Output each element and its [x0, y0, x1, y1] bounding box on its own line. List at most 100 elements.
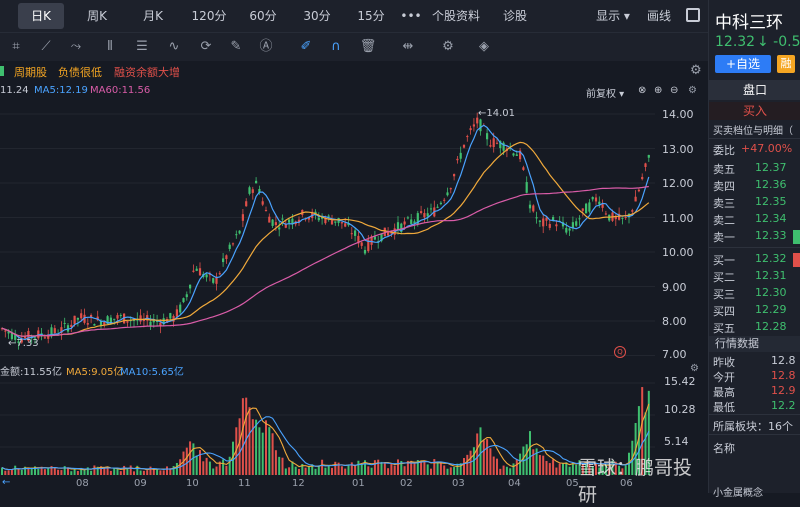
volume-bar [182, 451, 185, 475]
candle-body [542, 218, 545, 227]
tab-week-k[interactable]: 周K [87, 9, 107, 23]
tab-30min[interactable]: 30分 [303, 9, 331, 23]
fullscreen-icon[interactable] [686, 8, 700, 22]
tab-day-k[interactable]: 日K [18, 3, 64, 29]
volume-bar [156, 469, 159, 475]
month-tick: 05 [566, 478, 579, 489]
volume-bar [519, 453, 522, 475]
candle-body [208, 274, 211, 276]
candle-body [268, 216, 271, 223]
kline-svg [0, 112, 655, 356]
tab-120min[interactable]: 120分 [191, 9, 227, 23]
buy-button[interactable]: 买入 [709, 102, 800, 120]
chart-settings-icon[interactable]: ⚙ [688, 85, 697, 96]
crop-icon[interactable]: ⌗ [12, 39, 20, 54]
candle-body [43, 337, 46, 339]
tab-order-book[interactable]: 盘口 [709, 80, 800, 100]
candle-body [502, 142, 505, 151]
add-watchlist-button[interactable]: +自选 [715, 55, 771, 73]
candle-body [453, 174, 456, 177]
volume-bar [90, 470, 93, 475]
candle-body [192, 270, 195, 272]
adjust-dropdown[interactable]: 前复权 ▾ [586, 89, 625, 100]
candle-body [604, 213, 607, 215]
volume-bar [258, 427, 261, 475]
candle-body [109, 317, 112, 325]
tag-cyclical[interactable]: 周期股 [14, 66, 47, 79]
refresh-icon[interactable]: ⟳ [200, 39, 212, 54]
candle-body [647, 154, 650, 158]
fan-icon[interactable]: ⟋ [41, 39, 51, 54]
bars-icon[interactable]: ⦀ [107, 39, 113, 54]
volume-bar [133, 471, 135, 475]
zoom-out-icon[interactable]: ⊖ [670, 85, 679, 96]
volume-bar [175, 462, 178, 475]
volume-bar [469, 450, 472, 475]
tag-low-debt[interactable]: 负债很低 [58, 66, 102, 79]
ruler-icon[interactable]: ✎ [230, 39, 242, 54]
candle-body [116, 315, 119, 319]
ma20-line [1, 141, 650, 337]
display-dropdown[interactable]: 显示 ▾ [596, 9, 630, 23]
arrows-icon[interactable]: ⇹ [402, 39, 414, 54]
quote-label: 今开 [713, 371, 735, 384]
settings-icon[interactable]: ⚙ [690, 63, 702, 78]
volume-bar [558, 463, 561, 475]
quote-data-header[interactable]: 行情数据 [709, 336, 800, 352]
q-marker-icon[interactable]: Q [614, 346, 626, 358]
tab-15min[interactable]: 15分 [357, 9, 385, 23]
candle-body [7, 331, 10, 334]
tab-60min[interactable]: 60分 [249, 9, 277, 23]
volume-bar [591, 466, 594, 475]
sector-label[interactable]: 所属板块：16个 [713, 420, 793, 433]
close-circle-icon[interactable]: ⊗ [638, 85, 647, 96]
pen-icon[interactable]: ✐ [300, 39, 312, 54]
magnet-icon[interactable]: ∩ [331, 39, 341, 54]
volume-chart[interactable]: 15.42 10.28 5.14 雪球：鹏哥投研 [0, 375, 708, 506]
candle-body [489, 145, 492, 147]
candle-body [86, 323, 89, 325]
trash-icon[interactable]: 🗑 [359, 39, 377, 54]
candle-body [548, 224, 551, 228]
zoom-in-icon[interactable]: ⊕ [654, 85, 663, 96]
volume-bar [314, 468, 317, 475]
volume-bar [598, 467, 601, 475]
zigzag-icon[interactable]: ⤳ [70, 39, 82, 54]
margin-badge[interactable]: 融 [777, 55, 795, 73]
candle-body [624, 217, 627, 219]
layers-icon[interactable]: ◈ [479, 39, 489, 54]
volume-bar [585, 462, 588, 475]
volume-bar [83, 469, 86, 475]
volume-bar [76, 471, 79, 475]
kline-chart[interactable]: 14.00 13.00 12.00 11.00 10.00 9.00 8.00 … [0, 100, 708, 361]
candle-body [591, 196, 594, 200]
amount-value: 金额:11.55亿 [0, 367, 62, 378]
detail-label[interactable]: 买卖档位与明细（ [713, 126, 793, 137]
candle-body [631, 210, 634, 212]
candle-body [449, 188, 452, 190]
table-icon[interactable]: ☰ [136, 39, 148, 54]
tab-company-info[interactable]: 个股资料 [431, 9, 480, 23]
tag-margin-increase[interactable]: 融资余额大增 [114, 66, 180, 79]
candle-body [509, 147, 512, 149]
volume-bar [588, 461, 591, 475]
candle-body [436, 206, 439, 208]
price-tick: 11.00 [662, 212, 694, 225]
wave-icon[interactable]: ∿ [168, 39, 180, 54]
tab-diagnose[interactable]: 诊股 [502, 9, 527, 23]
volume-bar [304, 467, 307, 475]
text-icon[interactable]: Ⓐ [259, 39, 273, 54]
tab-month-k[interactable]: 月K [143, 9, 163, 23]
price-tick: 7.00 [662, 348, 687, 361]
candle-body [93, 324, 96, 326]
gear-icon[interactable]: ⚙ [442, 39, 454, 54]
volume-bar [311, 464, 314, 475]
more-tabs-button[interactable]: ••• [400, 9, 422, 23]
volume-bar [604, 463, 607, 475]
sector-item[interactable]: 小金属概念 [713, 488, 763, 499]
bid-label: 买二 [713, 271, 735, 284]
candle-body [281, 218, 284, 220]
volume-bar [40, 466, 43, 475]
volume-settings-icon[interactable]: ⚙ [690, 363, 699, 374]
drawing-tab[interactable]: 画线 [646, 9, 671, 23]
